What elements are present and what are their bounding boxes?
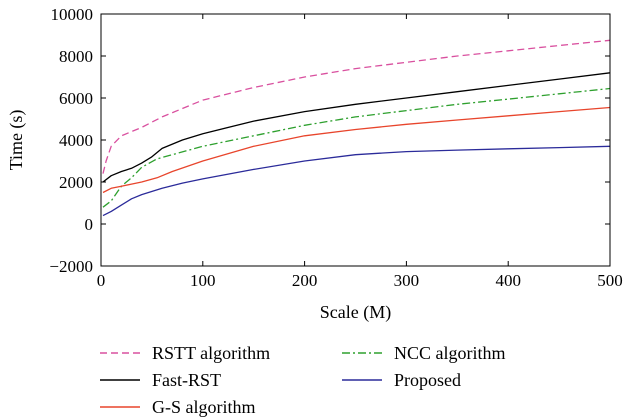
legend-label: G-S algorithm: [152, 397, 256, 417]
series-line-rstt-algorithm: [102, 39, 611, 174]
y-tick-label: 10000: [51, 5, 94, 24]
x-axis: 0 100 200 300 400 500: [97, 14, 623, 290]
x-tick-label: 400: [495, 271, 521, 290]
x-axis-label: Scale (M): [320, 302, 391, 323]
y-tick-label: 0: [85, 215, 94, 234]
series-line-fast-rst: [102, 72, 611, 183]
legend-label: RSTT algorithm: [152, 343, 270, 363]
legend-label: Fast-RST: [152, 370, 221, 390]
y-tick-label: 6000: [59, 89, 93, 108]
legend-item-rstt-algorithm: RSTT algorithm: [100, 343, 270, 363]
y-tick-label: −2000: [49, 257, 93, 276]
legend-label: Proposed: [394, 370, 461, 390]
y-tick-label: 2000: [59, 173, 93, 192]
legend-item-fast-rst: Fast-RST: [100, 370, 221, 390]
y-axis: −2000 0 2000 4000 6000 8000 10000: [49, 5, 610, 276]
x-tick-label: 0: [97, 271, 106, 290]
plot-area: [100, 13, 611, 267]
legend-item-ncc-algorithm: NCC algorithm: [342, 343, 506, 363]
x-tick-label: 300: [394, 271, 420, 290]
legend: RSTT algorithm NCC algorithm Fast-RST Propo…: [100, 343, 506, 417]
y-tick-label: 8000: [59, 47, 93, 66]
series-line-proposed: [102, 145, 611, 217]
plot-frame: [100, 13, 611, 267]
series-line-ncc-algorithm: [102, 87, 611, 208]
x-tick-label: 500: [597, 271, 623, 290]
x-tick-label: 100: [190, 271, 216, 290]
y-axis-label: Time (s): [6, 110, 27, 171]
legend-item-proposed: Proposed: [342, 370, 461, 390]
series-line-g-s-algorithm: [102, 106, 611, 194]
y-tick-label: 4000: [59, 131, 93, 150]
legend-item-g-s-algorithm: G-S algorithm: [100, 397, 256, 417]
x-tick-label: 200: [292, 271, 318, 290]
legend-label: NCC algorithm: [394, 343, 506, 363]
